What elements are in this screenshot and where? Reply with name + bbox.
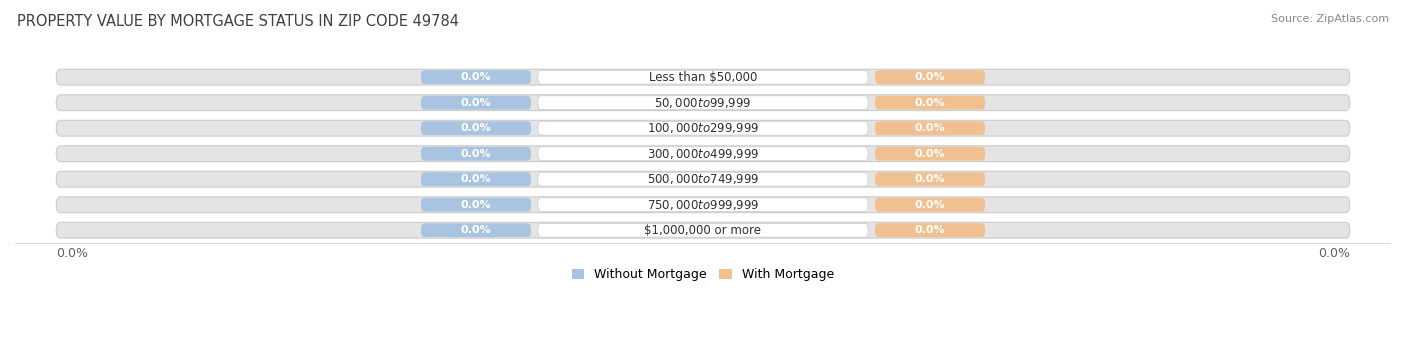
Text: PROPERTY VALUE BY MORTGAGE STATUS IN ZIP CODE 49784: PROPERTY VALUE BY MORTGAGE STATUS IN ZIP…	[17, 14, 458, 29]
Text: $300,000 to $499,999: $300,000 to $499,999	[647, 147, 759, 161]
FancyBboxPatch shape	[538, 198, 868, 212]
FancyBboxPatch shape	[56, 120, 1350, 136]
FancyBboxPatch shape	[538, 121, 868, 135]
Text: 0.0%: 0.0%	[915, 200, 945, 210]
Text: $50,000 to $99,999: $50,000 to $99,999	[654, 96, 752, 110]
FancyBboxPatch shape	[538, 70, 868, 84]
FancyBboxPatch shape	[420, 172, 531, 186]
FancyBboxPatch shape	[56, 171, 1350, 187]
Text: 0.0%: 0.0%	[915, 98, 945, 108]
FancyBboxPatch shape	[56, 146, 1350, 162]
FancyBboxPatch shape	[875, 70, 986, 84]
FancyBboxPatch shape	[56, 95, 1350, 110]
Text: 0.0%: 0.0%	[461, 174, 491, 184]
Text: 0.0%: 0.0%	[915, 123, 945, 133]
Text: 0.0%: 0.0%	[461, 200, 491, 210]
FancyBboxPatch shape	[56, 222, 1350, 238]
FancyBboxPatch shape	[875, 147, 986, 161]
Text: 0.0%: 0.0%	[915, 72, 945, 82]
FancyBboxPatch shape	[875, 96, 986, 109]
FancyBboxPatch shape	[538, 147, 868, 161]
Text: 0.0%: 0.0%	[461, 149, 491, 159]
Text: $100,000 to $299,999: $100,000 to $299,999	[647, 121, 759, 135]
Text: 0.0%: 0.0%	[461, 225, 491, 235]
FancyBboxPatch shape	[420, 198, 531, 212]
Text: 0.0%: 0.0%	[915, 174, 945, 184]
FancyBboxPatch shape	[420, 121, 531, 135]
FancyBboxPatch shape	[420, 147, 531, 161]
Text: 0.0%: 0.0%	[915, 149, 945, 159]
Text: 0.0%: 0.0%	[56, 247, 89, 260]
Text: Source: ZipAtlas.com: Source: ZipAtlas.com	[1271, 14, 1389, 24]
FancyBboxPatch shape	[420, 70, 531, 84]
Text: 0.0%: 0.0%	[915, 225, 945, 235]
Text: 0.0%: 0.0%	[461, 123, 491, 133]
FancyBboxPatch shape	[875, 223, 986, 237]
FancyBboxPatch shape	[56, 197, 1350, 212]
FancyBboxPatch shape	[56, 69, 1350, 85]
FancyBboxPatch shape	[875, 198, 986, 212]
Text: $500,000 to $749,999: $500,000 to $749,999	[647, 172, 759, 186]
FancyBboxPatch shape	[875, 121, 986, 135]
FancyBboxPatch shape	[538, 172, 868, 186]
FancyBboxPatch shape	[420, 223, 531, 237]
Text: $750,000 to $999,999: $750,000 to $999,999	[647, 198, 759, 212]
Text: 0.0%: 0.0%	[461, 98, 491, 108]
FancyBboxPatch shape	[538, 223, 868, 237]
FancyBboxPatch shape	[420, 96, 531, 109]
Text: 0.0%: 0.0%	[461, 72, 491, 82]
FancyBboxPatch shape	[875, 172, 986, 186]
FancyBboxPatch shape	[538, 96, 868, 109]
Text: $1,000,000 or more: $1,000,000 or more	[644, 224, 762, 237]
Text: 0.0%: 0.0%	[1317, 247, 1350, 260]
Text: Less than $50,000: Less than $50,000	[648, 71, 758, 84]
Legend: Without Mortgage, With Mortgage: Without Mortgage, With Mortgage	[567, 264, 839, 286]
